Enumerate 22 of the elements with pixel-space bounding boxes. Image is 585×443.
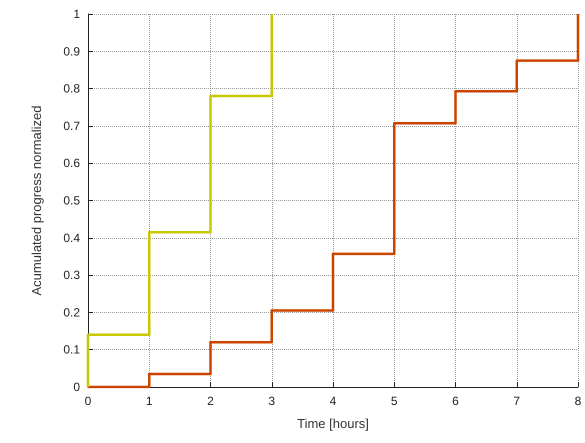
y-tick-label: 0.3 <box>63 268 80 282</box>
x-tick-label: 8 <box>574 394 582 408</box>
y-tick-label: 1 <box>73 7 80 21</box>
x-tick-label: 0 <box>84 394 92 408</box>
y-tick-label: 0.5 <box>63 194 80 208</box>
y-axis-title: Acumulated progress normalized <box>29 105 44 296</box>
y-tick-label: 0.7 <box>63 118 80 133</box>
y-tick-label: 0.8 <box>63 82 80 96</box>
y-tick-label: 0.6 <box>63 156 80 170</box>
x-tick-label: 5 <box>390 394 398 408</box>
y-tick-label: 0.2 <box>63 305 80 320</box>
y-tick-label: 0 <box>73 380 80 394</box>
y-tick-label: 0.9 <box>63 44 80 58</box>
x-tick-label: 3 <box>268 394 276 408</box>
x-tick-label: 4 <box>330 394 337 408</box>
x-tick-label: 7 <box>513 394 520 408</box>
x-tick-label: 6 <box>452 394 460 408</box>
y-tick-label: 0.4 <box>63 230 80 245</box>
y-tick-label: 0.1 <box>63 342 80 357</box>
x-tick-label: 2 <box>207 394 214 408</box>
x-tick-label: 1 <box>146 394 153 408</box>
x-axis-title: Time [hours] <box>297 416 369 431</box>
